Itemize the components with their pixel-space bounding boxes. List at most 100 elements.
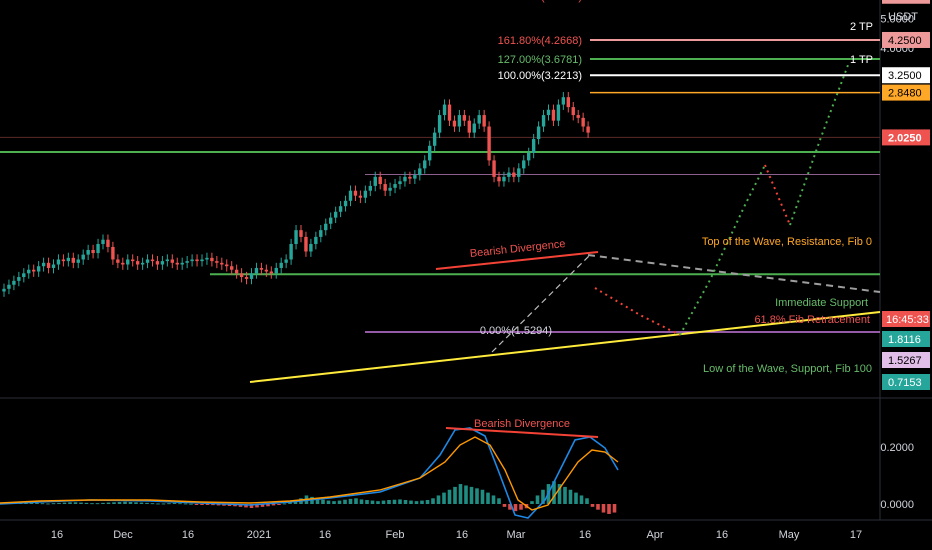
candle-body xyxy=(279,262,283,268)
histogram-bar xyxy=(486,492,490,504)
histogram-bar xyxy=(475,488,479,504)
histogram-bar xyxy=(266,504,270,507)
candle-body xyxy=(17,277,21,281)
candle-body xyxy=(145,259,150,263)
candle-body xyxy=(284,259,288,263)
x-tick-label: May xyxy=(779,529,800,541)
candle-body xyxy=(502,176,506,182)
x-tick-label: Apr xyxy=(646,529,663,541)
price-tag-label: 5.9500 xyxy=(888,0,922,3)
candle-body xyxy=(556,104,561,121)
candle-body xyxy=(319,230,323,237)
fib-level-label: 127.00%(3.6781) xyxy=(498,54,582,66)
divergence-indicator-line xyxy=(445,427,599,438)
candle-body xyxy=(413,175,417,179)
histogram-bar xyxy=(436,495,441,504)
histogram-bar xyxy=(68,502,72,504)
histogram-bar xyxy=(200,504,204,505)
candle-body xyxy=(7,284,11,289)
candle-body xyxy=(467,120,471,133)
candle-body xyxy=(111,246,115,260)
histogram-bar xyxy=(244,504,248,508)
histogram-bar xyxy=(95,503,100,505)
histogram-bar xyxy=(552,481,556,504)
price-tag-label: 4.2500 xyxy=(888,35,922,47)
price-tag: 4.2500 xyxy=(882,31,930,48)
candle-body xyxy=(393,184,397,188)
candle-body xyxy=(264,269,269,272)
candle-body xyxy=(388,187,392,191)
histogram-bar xyxy=(447,489,452,504)
candle-body xyxy=(551,109,556,121)
histogram-bar xyxy=(557,484,562,504)
candle-body xyxy=(586,126,590,133)
histogram-bar xyxy=(123,501,127,504)
histogram-bar xyxy=(535,495,540,504)
histogram-bar xyxy=(205,504,210,505)
histogram-bar xyxy=(249,504,254,508)
histogram-bar xyxy=(183,503,188,505)
candle-body xyxy=(71,257,75,263)
candle-body xyxy=(190,259,194,262)
histogram-bar xyxy=(414,501,419,504)
candle-body xyxy=(314,236,318,244)
candle-body xyxy=(363,190,368,198)
price-tag: 2.0250 xyxy=(882,129,930,146)
candle-body xyxy=(428,145,432,161)
candle-body xyxy=(432,132,437,146)
histogram-bar xyxy=(79,502,83,504)
histogram-bar xyxy=(145,502,149,504)
projection-up-path-2 xyxy=(789,64,849,226)
histogram-bar xyxy=(458,484,463,504)
histogram-bar xyxy=(431,498,435,504)
annotation-fib-retracement: 61.8% Fib Retracement xyxy=(754,314,870,326)
candle-body xyxy=(457,115,462,127)
x-tick-label: Mar xyxy=(507,529,526,541)
histogram-bar xyxy=(601,504,606,513)
candle-body xyxy=(423,160,427,169)
price-tag-bg xyxy=(882,31,930,48)
price-tag-bg xyxy=(882,331,930,347)
histogram-bar xyxy=(612,504,617,513)
histogram-bar xyxy=(35,502,39,504)
candle-body xyxy=(150,259,155,262)
price-tag-label: 0.7153 xyxy=(888,377,922,389)
candle-body xyxy=(561,97,566,105)
histogram-bar xyxy=(563,486,567,504)
candle-body xyxy=(215,261,219,263)
candle-body xyxy=(2,288,6,292)
histogram-bar xyxy=(222,504,226,506)
candle-body xyxy=(447,104,452,121)
histogram-bar xyxy=(134,502,138,504)
divergence-price-line xyxy=(435,251,599,270)
price-tag-label: 2.8480 xyxy=(888,88,922,100)
histogram-bar xyxy=(469,486,474,504)
candle-body xyxy=(239,273,244,278)
candle-body xyxy=(91,249,95,254)
x-tick-label: 16 xyxy=(456,529,468,541)
candle-body xyxy=(492,160,496,177)
price-tag-label: 1.8116 xyxy=(888,334,921,346)
candle-body xyxy=(41,262,46,267)
indicator-y-tick-label: 0.0000 xyxy=(880,499,914,511)
histogram-bar xyxy=(464,485,468,504)
candle-body xyxy=(244,277,249,279)
candle-body xyxy=(289,243,293,260)
histogram-bar xyxy=(359,499,364,504)
histogram-bar xyxy=(541,489,545,504)
candle-body xyxy=(324,223,328,231)
histogram-bar xyxy=(62,502,67,504)
histogram-bar xyxy=(271,504,276,506)
histogram-bar xyxy=(227,504,232,506)
candle-body xyxy=(338,206,343,212)
candle-body xyxy=(536,126,541,140)
candle-body xyxy=(234,269,239,274)
histogram-bar xyxy=(117,502,122,504)
candle-body xyxy=(581,117,585,127)
price-tag-bg xyxy=(882,84,930,101)
candle-body xyxy=(66,257,71,262)
candle-body xyxy=(418,168,422,176)
candle-body xyxy=(96,243,100,254)
candle-body xyxy=(437,115,442,133)
